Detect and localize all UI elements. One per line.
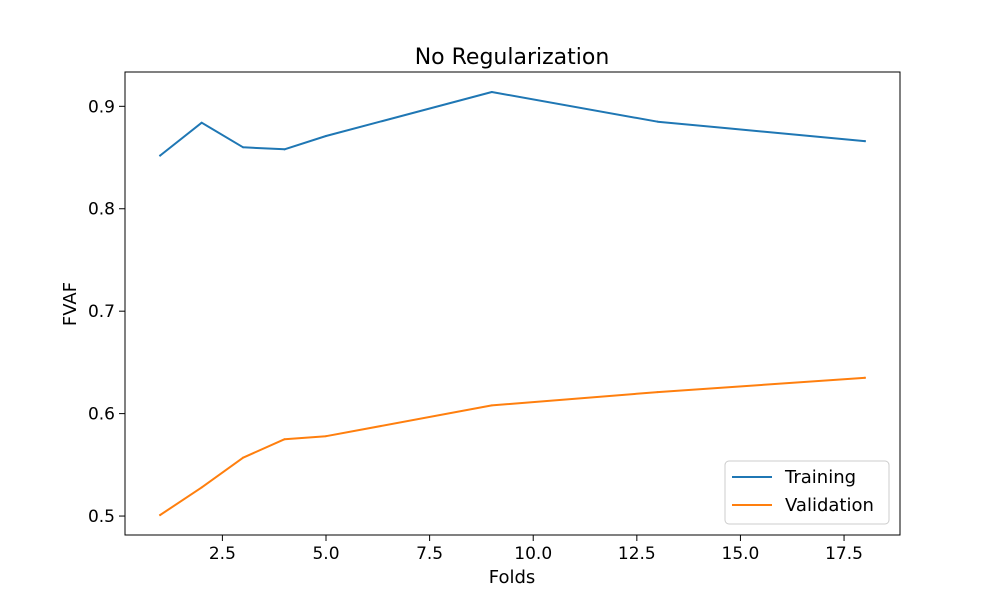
data-point: [242, 456, 245, 459]
plot-frame: [124, 71, 901, 536]
data-point: [159, 154, 162, 157]
data-point: [325, 135, 328, 138]
y-tick-label: 0.8: [88, 200, 115, 220]
x-axis-label: Folds: [489, 567, 536, 588]
data-point: [490, 404, 493, 407]
data-point: [283, 148, 286, 151]
x-tick-label: 7.5: [416, 544, 443, 564]
data-point: [863, 376, 866, 379]
x-tick-label: 5.0: [312, 544, 339, 564]
data-point: [283, 438, 286, 441]
x-tick-label: 2.5: [209, 544, 236, 564]
legend-label-validation: Validation: [785, 495, 874, 516]
chart-title: No Regularization: [415, 45, 610, 70]
legend: Training Validation: [724, 460, 890, 525]
y-tick-label: 0.5: [88, 507, 115, 527]
data-point: [656, 120, 659, 123]
data-point: [200, 486, 203, 489]
x-tick-label: 15.0: [722, 544, 760, 564]
series-layer: [158, 90, 866, 517]
x-axis: 2.5 5.0 7.5 10.0 12.5 15.0 17.5: [209, 535, 863, 564]
plot-area: [125, 72, 900, 535]
series-line-training: [158, 91, 866, 157]
data-point: [325, 435, 328, 438]
x-tick-label: 12.5: [618, 544, 656, 564]
data-point: [863, 140, 866, 143]
x-tick-label: 10.0: [514, 544, 552, 564]
series-line-validation: [158, 376, 866, 517]
y-tick-label: 0.9: [88, 97, 115, 117]
legend-label-training: Training: [784, 467, 856, 488]
data-point: [656, 391, 659, 394]
y-tick-label: 0.7: [88, 302, 115, 322]
data-point: [242, 146, 245, 149]
y-tick-label: 0.6: [88, 405, 115, 425]
data-point: [490, 90, 493, 93]
data-point: [159, 514, 162, 517]
data-point: [200, 121, 203, 124]
x-tick-label: 17.5: [825, 544, 863, 564]
y-axis-label: FVAF: [60, 282, 81, 326]
y-axis: 0.5 0.6 0.7 0.8 0.9: [88, 97, 125, 527]
